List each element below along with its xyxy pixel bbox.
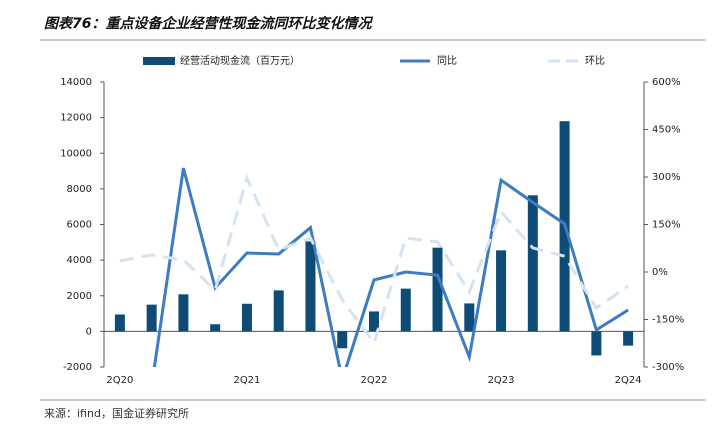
source: 来源：ifind，国金证券研究所	[44, 406, 189, 420]
legend-swatch	[143, 57, 175, 65]
y-tick-label: 8000	[67, 184, 92, 195]
bar	[432, 247, 443, 332]
y2-tick-label: 300%	[652, 172, 681, 183]
y-tick-label: 14000	[60, 77, 92, 88]
y-tick-label: 4000	[67, 255, 92, 266]
y-tick-label: -2000	[63, 362, 92, 373]
bar	[114, 314, 125, 332]
line	[152, 167, 629, 367]
bar	[146, 304, 157, 332]
bar	[623, 331, 634, 346]
legend-label: 环比	[585, 55, 605, 67]
bar	[337, 331, 348, 349]
y-tick-label: 10000	[60, 148, 92, 159]
bar	[178, 294, 189, 332]
y-tick-label: 0	[86, 326, 92, 337]
y2-tick-label: -150%	[652, 315, 684, 326]
y-tick-label: 6000	[67, 220, 92, 231]
y2-tick-label: 600%	[652, 77, 681, 88]
y-tick-label: 12000	[60, 113, 92, 124]
legend-label: 经营活动现金流（百万元）	[180, 54, 300, 67]
y2-tick-label: 0%	[652, 267, 668, 278]
legend-label: 同比	[437, 55, 457, 67]
x-tick-label: 2Q24	[615, 375, 642, 386]
bar	[464, 303, 475, 332]
x-tick-label: 2Q23	[488, 375, 515, 386]
y2-tick-label: 150%	[652, 220, 681, 231]
bar	[400, 288, 411, 332]
x-tick-label: 2Q20	[106, 375, 133, 386]
bar	[527, 195, 538, 332]
x-tick-label: 2Q22	[361, 375, 388, 386]
bar	[273, 290, 284, 332]
chart-title: 图表76：重点设备企业经营性现金流同环比变化情况	[44, 15, 373, 32]
plot-area	[114, 121, 634, 367]
line	[119, 173, 629, 347]
bar	[241, 303, 252, 332]
bar	[305, 241, 316, 332]
bar	[369, 311, 379, 332]
bar	[591, 331, 602, 356]
bar	[496, 250, 507, 332]
y2-tick-label: -300%	[652, 362, 684, 373]
bar	[210, 324, 221, 332]
y2-tick-label: 450%	[652, 125, 681, 136]
x-tick-label: 2Q21	[233, 375, 260, 386]
y-tick-label: 2000	[67, 291, 92, 302]
